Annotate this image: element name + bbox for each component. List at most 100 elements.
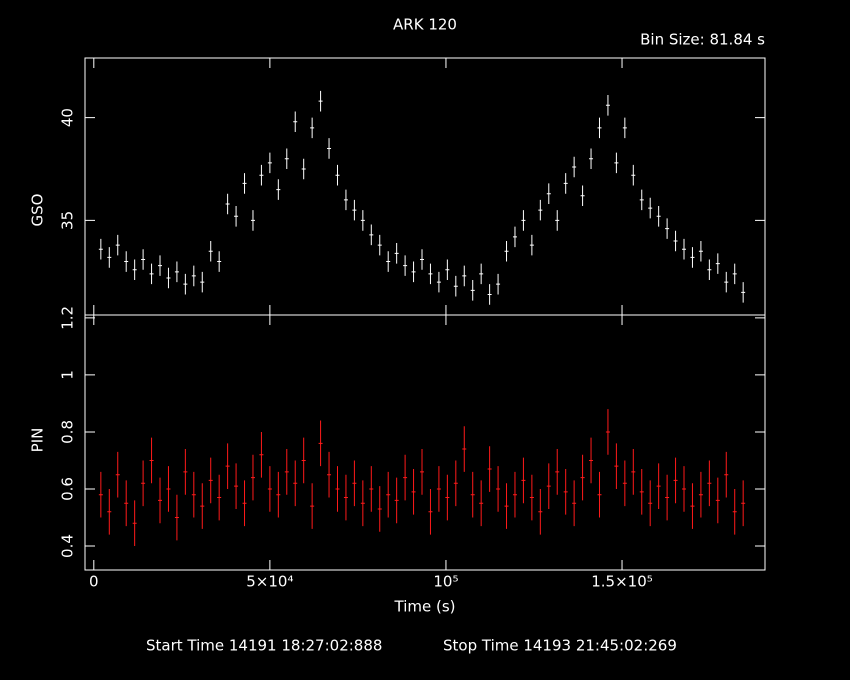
error-bar <box>267 466 272 512</box>
error-bar <box>166 466 171 512</box>
error-bar <box>589 437 594 484</box>
error-bar <box>267 152 272 174</box>
error-bar <box>124 480 129 527</box>
error-bar <box>335 466 340 512</box>
error-bar <box>352 460 357 507</box>
error-bar <box>318 420 323 467</box>
error-bar <box>622 460 627 507</box>
error-bar <box>614 152 619 174</box>
error-bar <box>479 480 484 527</box>
plot-frame <box>84 57 766 316</box>
error-bar <box>639 189 644 211</box>
x-tick-label: 0 <box>89 573 99 591</box>
error-bar <box>462 426 467 472</box>
error-bar <box>648 480 653 527</box>
error-bar <box>504 240 509 262</box>
error-bar <box>521 457 526 504</box>
error-bar <box>504 483 509 529</box>
error-bar <box>200 271 205 293</box>
error-bar <box>580 185 585 207</box>
x-tick-label: 10⁵ <box>433 573 458 591</box>
error-bar <box>470 280 475 301</box>
error-bar <box>284 148 289 170</box>
error-bar <box>572 156 577 178</box>
error-bar <box>538 488 543 535</box>
error-bar <box>656 206 661 227</box>
error-bar <box>360 210 365 231</box>
error-bar <box>707 259 712 281</box>
error-bar <box>529 474 534 521</box>
error-bar <box>555 449 560 495</box>
error-bar <box>394 477 399 524</box>
error-bar <box>259 431 264 478</box>
bin-size: Bin Size: 81.84 s <box>640 31 765 49</box>
error-bar <box>597 117 602 139</box>
error-bar <box>242 173 247 194</box>
error-bar <box>394 243 399 264</box>
error-bar <box>436 466 441 512</box>
error-bar <box>234 463 239 509</box>
error-bar <box>673 457 678 504</box>
error-bar <box>631 164 636 186</box>
error-bar <box>715 477 720 524</box>
error-bar <box>445 474 450 521</box>
error-bar <box>132 500 137 547</box>
stop-time: Stop Time 14193 21:45:02:269 <box>443 637 677 655</box>
error-bar <box>225 443 230 489</box>
error-bar <box>724 271 729 293</box>
error-bar <box>639 469 644 515</box>
error-bar <box>487 284 492 305</box>
y-tick-label: 0.8 <box>59 420 77 444</box>
error-bar <box>191 471 196 518</box>
error-bar <box>377 234 382 256</box>
error-bar <box>605 409 610 455</box>
y-axis-label: PIN <box>29 428 47 453</box>
error-bar <box>546 183 551 204</box>
error-bar <box>149 437 154 484</box>
error-bar <box>386 471 391 518</box>
error-bar <box>259 164 264 186</box>
error-bar <box>141 249 146 270</box>
error-bar <box>166 267 171 289</box>
error-bar <box>580 454 585 501</box>
x-tick-label: 5×10⁴ <box>246 573 293 591</box>
error-bar <box>411 469 416 515</box>
error-bar <box>715 253 720 274</box>
error-bar <box>538 199 543 221</box>
error-bar <box>310 483 315 529</box>
error-bar <box>707 460 712 507</box>
error-bar <box>115 451 120 498</box>
error-bar <box>98 238 103 260</box>
error-bar <box>301 437 306 484</box>
error-bar <box>141 460 146 507</box>
error-bar <box>386 251 391 272</box>
error-bar <box>656 463 661 509</box>
y-tick-label: 0.6 <box>59 477 77 501</box>
error-bar <box>107 247 112 268</box>
error-bar <box>217 251 222 272</box>
error-bar <box>293 111 298 133</box>
x-axis-label: Time (s) <box>394 598 456 616</box>
error-bar <box>208 240 213 262</box>
error-bar <box>436 271 441 293</box>
error-bar <box>411 261 416 283</box>
error-bar <box>284 449 289 495</box>
error-bar <box>158 477 163 524</box>
error-bar <box>741 480 746 527</box>
error-bar <box>335 164 340 186</box>
error-bar <box>698 240 703 262</box>
error-bar <box>665 218 670 239</box>
error-bar <box>741 282 746 303</box>
error-bar <box>563 469 568 515</box>
error-bar <box>174 494 179 541</box>
error-bar <box>149 263 154 285</box>
error-bar <box>318 90 323 112</box>
error-bar <box>648 197 653 219</box>
error-bar <box>546 463 551 509</box>
error-bar <box>605 95 610 116</box>
error-bar <box>445 259 450 281</box>
error-bar <box>512 226 517 248</box>
error-bar <box>132 259 137 281</box>
error-bar <box>563 173 568 194</box>
